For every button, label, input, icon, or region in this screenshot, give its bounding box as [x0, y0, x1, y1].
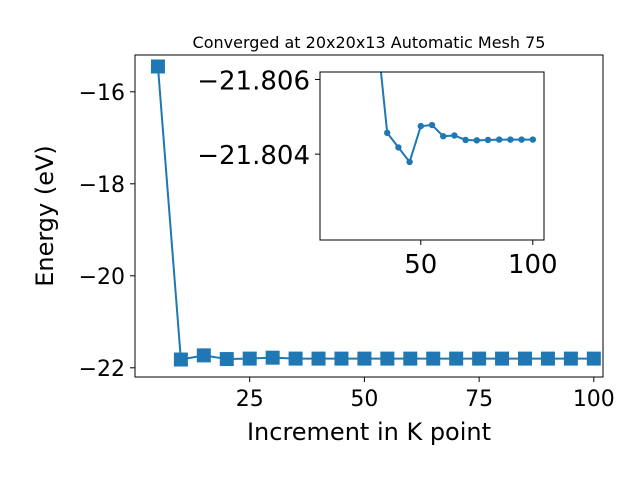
y-tick-label: −16 [79, 81, 125, 106]
inset-data-point [462, 136, 469, 144]
inset-y-tick-label: −21.806 [197, 66, 310, 96]
main-data-point [219, 352, 234, 367]
main-data-point [403, 351, 418, 366]
main-tick-labels: 25 50 75 100 −22 −20 −18 −16 [79, 81, 615, 412]
chart-title: Converged at 20x20x13 Automatic Mesh 75 [193, 33, 546, 52]
inset-background [320, 72, 544, 240]
main-data-point [540, 351, 555, 366]
x-tick-label: 75 [465, 387, 493, 412]
inset-y-tick-label: −21.804 [197, 141, 310, 171]
inset-data-point [473, 137, 480, 144]
inset-data-point [507, 136, 514, 143]
main-data-point [449, 351, 464, 366]
inset-x-tick-label: 100 [508, 250, 558, 280]
main-data-point [563, 351, 578, 366]
x-tick-label: 50 [350, 387, 378, 412]
main-data-point [586, 351, 601, 366]
inset-data-point [518, 136, 525, 143]
main-data-point [242, 351, 257, 366]
main-data-point [380, 351, 395, 366]
main-data-point [196, 348, 211, 363]
y-tick-label: −22 [79, 357, 125, 382]
inset-x-tick-label: 50 [404, 250, 437, 280]
y-axis-label: Energy (eV) [31, 145, 59, 287]
inset-data-point [384, 129, 391, 137]
main-data-point [357, 351, 372, 366]
main-data-point [334, 351, 349, 366]
inset-frame [319, 71, 545, 241]
inset-data-point [496, 136, 503, 143]
y-tick-label: −20 [79, 265, 125, 290]
inset-data-point [484, 136, 492, 144]
main-series [150, 59, 601, 367]
x-tick-label: 100 [573, 387, 615, 412]
inset-data-point [451, 132, 458, 139]
x-axis-label: Increment in K point [247, 418, 491, 446]
inset-data-point [417, 122, 424, 130]
inset-axes: 50 100 −21.806 −21.804 [197, 20, 557, 280]
inset-data-point [373, 20, 379, 26]
main-data-point [265, 350, 280, 365]
main-frame [134, 54, 604, 378]
main-data-point [472, 351, 487, 366]
main-data-point [150, 59, 165, 74]
inset-tick-labels: 50 100 −21.806 −21.804 [197, 66, 557, 280]
inset-data-point [395, 144, 402, 151]
main-data-point [311, 351, 326, 366]
y-tick-label: −18 [79, 173, 125, 198]
inset-series [373, 20, 536, 166]
inset-data-point [440, 133, 447, 140]
x-tick-label: 25 [236, 387, 264, 412]
main-data-point [495, 351, 510, 366]
main-axes [134, 54, 604, 378]
inset-data-point [428, 121, 436, 129]
main-data-point [518, 351, 532, 366]
inset-data-point [529, 136, 536, 143]
main-data-point [173, 352, 188, 367]
inset-data-point [406, 158, 413, 166]
main-data-point [426, 351, 441, 366]
main-data-point [288, 351, 303, 366]
